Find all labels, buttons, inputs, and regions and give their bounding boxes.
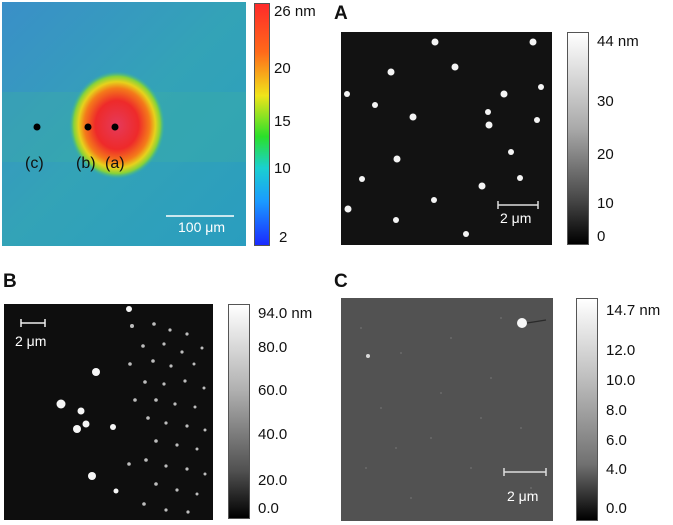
point-c-marker bbox=[33, 123, 41, 131]
panel-b-colorbar-tick: 94.0 nm bbox=[258, 305, 313, 322]
point-b-label: (b) bbox=[76, 155, 96, 172]
panel-a-afm-image bbox=[341, 32, 552, 245]
map-colorbar-tick: 20 bbox=[274, 60, 291, 77]
panel-c-colorbar-tick: 0.0 bbox=[606, 500, 627, 517]
map-colorbar-tick: 2 bbox=[279, 229, 288, 246]
panel-c-letter: C bbox=[334, 271, 348, 292]
panel-b-scalebar-label: 2 μm bbox=[15, 333, 47, 349]
panel-a-colorbar-tick: 0 bbox=[597, 228, 606, 245]
panel-b-colorbar-tick: 0.0 bbox=[258, 500, 279, 517]
map-scalebar-label: 100 μm bbox=[178, 219, 225, 235]
panel-a-colorbar bbox=[567, 32, 589, 245]
panel-a-colorbar-tick: 20 bbox=[597, 146, 614, 163]
panel-c-colorbar-tick: 10.0 bbox=[606, 372, 636, 389]
panel-b-colorbar-tick: 40.0 bbox=[258, 426, 288, 443]
point-a-marker bbox=[111, 123, 119, 131]
panel-b-letter: B bbox=[3, 271, 17, 292]
map-colorbar-tick: 10 bbox=[274, 160, 291, 177]
panel-b-colorbar-tick: 20.0 bbox=[258, 472, 288, 489]
panel-b-colorbar-tick: 80.0 bbox=[258, 339, 288, 356]
panel-c-colorbar-tick: 6.0 bbox=[606, 432, 627, 449]
map-colorbar-tick: 26 nm bbox=[274, 3, 316, 20]
point-a-label: (a) bbox=[105, 155, 125, 172]
panel-a-colorbar-tick: 10 bbox=[597, 195, 614, 212]
panel-c-colorbar-tick: 14.7 nm bbox=[606, 302, 661, 319]
map-colorbar bbox=[254, 3, 270, 246]
panel-c-afm-image bbox=[341, 298, 553, 521]
panel-a-letter: A bbox=[334, 3, 348, 24]
panel-a-colorbar-tick: 44 nm bbox=[597, 33, 639, 50]
point-c-label: (c) bbox=[25, 155, 44, 172]
panel-b-colorbar bbox=[228, 304, 250, 519]
panel-c-colorbar-tick: 8.0 bbox=[606, 402, 627, 419]
height-map-image bbox=[2, 2, 246, 246]
panel-b-afm-image bbox=[4, 304, 213, 520]
point-b-marker bbox=[84, 123, 92, 131]
map-colorbar-tick: 15 bbox=[274, 113, 291, 130]
panel-c-colorbar-tick: 4.0 bbox=[606, 461, 627, 478]
panel-b-colorbar-tick: 60.0 bbox=[258, 382, 288, 399]
panel-a-colorbar-tick: 30 bbox=[597, 93, 614, 110]
panel-c-colorbar-tick: 12.0 bbox=[606, 342, 636, 359]
panel-c-colorbar bbox=[576, 298, 598, 521]
panel-c-scalebar-label: 2 μm bbox=[507, 488, 539, 504]
panel-a-scalebar-label: 2 μm bbox=[500, 210, 532, 226]
